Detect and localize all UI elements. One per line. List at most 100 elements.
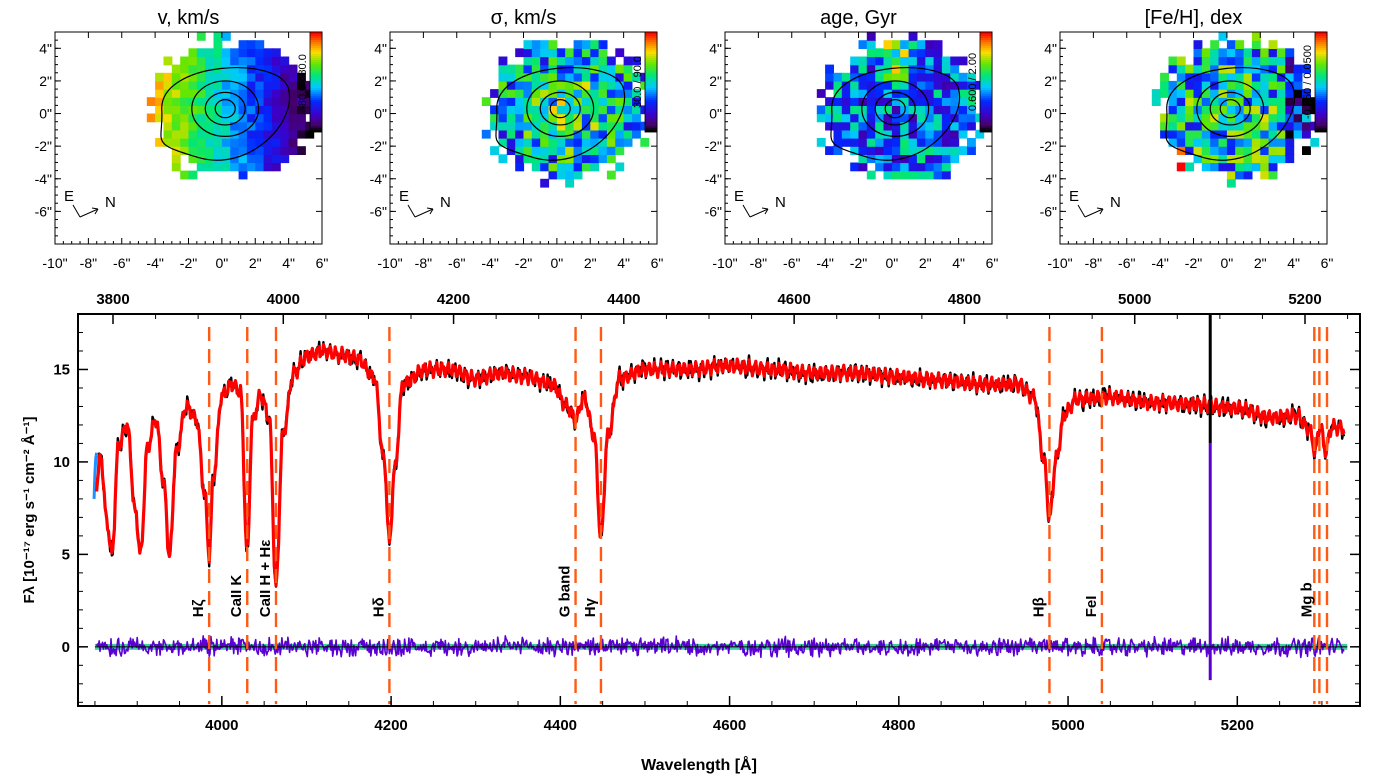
colorbar-segment bbox=[645, 78, 657, 81]
map-pixel bbox=[205, 89, 215, 98]
y-tick-label: -6" bbox=[1040, 203, 1057, 219]
map-pixel bbox=[816, 89, 826, 98]
colorbar-segment bbox=[980, 116, 992, 119]
map-pixel bbox=[548, 170, 558, 180]
colorbar-segment bbox=[980, 62, 992, 65]
x-tick-label: 4000 bbox=[205, 717, 238, 734]
map-pixel bbox=[205, 162, 215, 172]
map-pixel bbox=[606, 56, 616, 66]
map-pixel bbox=[858, 138, 868, 147]
map-pixel bbox=[825, 105, 834, 115]
map-pixel bbox=[1235, 56, 1245, 66]
colorbar-segment bbox=[980, 86, 992, 89]
colorbar-segment bbox=[645, 72, 657, 75]
colorbar-segment bbox=[1315, 36, 1327, 39]
map-pixel bbox=[925, 72, 935, 82]
map-pixel bbox=[180, 105, 190, 115]
map-pixel bbox=[1193, 121, 1203, 131]
map-title: σ, km/s bbox=[491, 7, 557, 29]
map-pixel bbox=[975, 129, 985, 139]
map-pixel bbox=[606, 121, 616, 131]
map-pixel bbox=[196, 56, 206, 66]
colorbar-segment bbox=[980, 90, 992, 93]
x-tick-label: 2" bbox=[919, 255, 932, 271]
map-pixel bbox=[1268, 97, 1278, 106]
map-pixel bbox=[598, 80, 608, 90]
colorbar-segment bbox=[310, 48, 322, 51]
map-pixel bbox=[1176, 162, 1186, 172]
map-pixel bbox=[1243, 146, 1253, 155]
map-pixel bbox=[556, 146, 566, 155]
x-tick-label: 4400 bbox=[544, 717, 577, 734]
x-tick-label: 0" bbox=[550, 255, 563, 271]
map-pixel bbox=[598, 146, 608, 155]
colorbar-segment bbox=[1315, 74, 1327, 77]
colorbar-segment bbox=[1315, 70, 1327, 73]
colorbar-segment bbox=[980, 68, 992, 71]
map-pixel bbox=[850, 113, 860, 123]
map-pixel bbox=[515, 121, 525, 131]
map-pixel bbox=[950, 154, 960, 164]
map-pixel bbox=[1160, 129, 1169, 139]
colorbar-segment bbox=[645, 126, 657, 129]
map-pixel bbox=[908, 32, 918, 41]
map-pixel bbox=[288, 113, 298, 123]
map-pixel bbox=[581, 40, 591, 49]
colorbar-segment bbox=[980, 60, 992, 63]
map-pixel bbox=[623, 56, 633, 66]
map-pixel bbox=[825, 80, 834, 90]
map-pixel bbox=[1293, 97, 1303, 106]
map-pixel bbox=[875, 162, 885, 172]
map-pixel bbox=[816, 105, 826, 115]
map-pixel bbox=[1243, 56, 1253, 66]
map-pixel bbox=[598, 72, 608, 82]
y-tick-label: 10 bbox=[53, 454, 70, 471]
map-pixel bbox=[933, 89, 943, 98]
colorbar-segment bbox=[1315, 92, 1327, 95]
map-pixel bbox=[1251, 48, 1261, 58]
map-pixel bbox=[908, 154, 918, 164]
colorbar-frame bbox=[309, 31, 323, 133]
map-pixel bbox=[196, 48, 206, 58]
top-tick-label: 4600 bbox=[777, 291, 810, 308]
map-pixel bbox=[556, 121, 566, 131]
map-pixel bbox=[498, 97, 508, 106]
map-pixel bbox=[908, 64, 918, 74]
map-pixel bbox=[900, 113, 910, 123]
map-pixel bbox=[967, 105, 976, 115]
map-pixel bbox=[523, 138, 533, 147]
map-pixel bbox=[180, 138, 190, 147]
y-tick-label: -6" bbox=[35, 203, 52, 219]
map-pixel bbox=[606, 154, 616, 164]
x-tick-label: -4" bbox=[481, 255, 498, 271]
colorbar-segment bbox=[310, 102, 322, 105]
y-tick-label: 0 bbox=[62, 639, 70, 656]
map-pixel bbox=[598, 56, 608, 66]
map-pixel bbox=[238, 105, 248, 115]
map-pixel bbox=[1302, 146, 1311, 155]
map-pixel bbox=[632, 56, 641, 66]
map-pixel bbox=[188, 48, 198, 58]
colorbar-segment bbox=[310, 94, 322, 97]
map-pixel bbox=[850, 121, 860, 131]
colorbar-segment bbox=[1315, 102, 1327, 105]
map-pixel bbox=[1226, 146, 1236, 155]
map-pixel bbox=[925, 113, 935, 123]
map-pixel bbox=[213, 146, 223, 155]
x-tick-label: -8" bbox=[750, 255, 767, 271]
colorbar-segment bbox=[1315, 104, 1327, 107]
map-pixel bbox=[1210, 80, 1220, 90]
map-pixel bbox=[213, 56, 223, 66]
map-pixel bbox=[590, 89, 600, 98]
map-pixel bbox=[833, 138, 843, 147]
map-pixel bbox=[1193, 56, 1203, 66]
map-pixel bbox=[523, 80, 533, 90]
map-pixel bbox=[556, 154, 566, 164]
colorbar-segment bbox=[1315, 94, 1327, 97]
map-pixel bbox=[833, 105, 843, 115]
isophote-contour bbox=[549, 99, 571, 119]
map-pixel bbox=[875, 121, 885, 131]
map-pixel bbox=[1185, 146, 1195, 155]
map-pixel bbox=[1268, 170, 1278, 180]
map-pixel bbox=[598, 64, 608, 74]
